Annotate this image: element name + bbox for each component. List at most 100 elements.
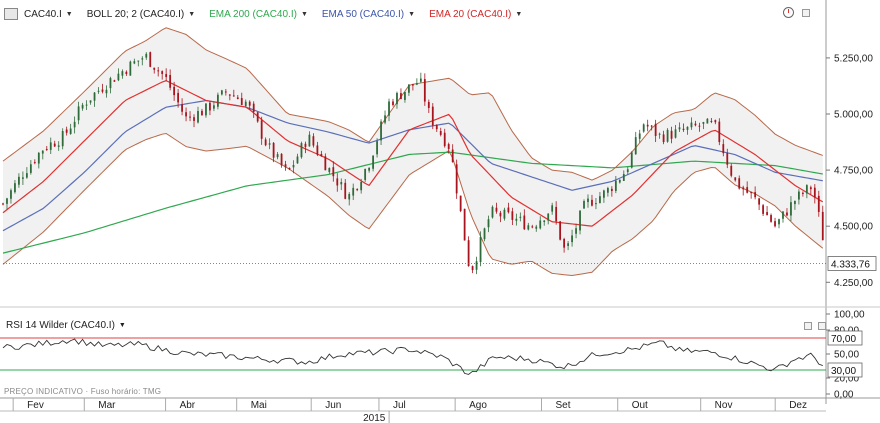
candle-body [380,121,382,141]
candle-body [718,121,721,143]
month-label: Jul [393,400,406,411]
candle-body [642,124,645,132]
candle-body [774,221,776,227]
candle-body [734,177,737,181]
candle-body [670,130,673,139]
candle-body [750,191,753,194]
rsi-legend[interactable]: RSI 14 Wilder (CAC40.I) ▼ [0,320,126,331]
candle-body [698,125,701,127]
candle-body [614,180,617,191]
candle-body [427,101,430,109]
candle-body [563,238,566,248]
candle-body [332,167,335,177]
maximize-icon[interactable] [802,8,810,17]
candle-body [499,212,502,217]
candle-body [193,117,195,121]
chevron-down-icon: ▼ [515,10,523,18]
clock-icon[interactable] [783,7,794,18]
candle-body [109,78,112,89]
candle-body [730,165,733,176]
legend-ema50-label: EMA 50 (CAC40.I) [321,8,405,20]
candle-body [539,220,542,229]
candle-body [451,149,454,163]
candle-body [479,236,482,263]
candle-body [706,118,709,124]
candle-body [280,153,283,166]
candle-body [575,228,577,234]
rsi-level-box [827,330,863,346]
candle-body [622,174,625,181]
candle-body [507,207,510,213]
symbol-settings-icon[interactable] [4,8,18,20]
month-label: Fev [27,400,44,411]
candle-body [308,134,311,147]
last-price-label: 4.333,76 [831,259,870,270]
candle-body [368,167,371,171]
candle-body [85,104,88,106]
candle-body [606,188,609,193]
candle-body [224,91,227,93]
candle-body [396,92,398,105]
candle-body [121,71,124,76]
candle-body [14,183,16,193]
candle-body [18,176,20,185]
candle-body [169,74,172,88]
candle-body [276,154,279,158]
candle-body [157,70,160,72]
candle-body [125,71,128,75]
candle-body [415,83,418,85]
candle-body [678,127,681,130]
close-icon[interactable] [818,322,826,330]
candle-body [626,169,629,173]
candle-body [197,111,199,123]
legend-symbol[interactable]: CAC40.I ▼ [24,9,73,20]
month-label: Abr [180,400,196,411]
candle-body [805,185,808,194]
candle-body [161,71,164,74]
candle-body [61,131,64,147]
candle-body [758,198,761,205]
candle-body [41,150,44,154]
candle-body [260,120,263,139]
month-label: Nov [715,400,733,411]
price-tick-label: 5.250,00 [834,53,873,64]
candle-body [658,133,661,135]
candle-body [587,198,589,203]
legend-ema200[interactable]: EMA 200 (CAC40.I) ▼ [209,9,308,20]
candle-body [57,145,60,147]
candle-body [674,129,677,138]
candle-body [646,124,649,127]
candle-body [491,206,494,218]
candle-body [694,123,697,126]
candle-body [455,164,458,194]
candle-body [809,187,812,190]
candle-body [435,124,438,130]
rsi-corner-controls [804,322,826,330]
candle-body [519,216,522,218]
chevron-down-icon: ▼ [300,10,308,18]
candle-body [404,91,406,100]
legend-ema50[interactable]: EMA 50 (CAC40.I) ▼ [322,9,415,20]
candle-body [742,187,745,190]
candle-body [535,226,538,229]
rsi-tick-label: 50,00 [834,350,859,361]
maximize-icon[interactable] [804,322,812,330]
candle-body [746,187,749,193]
candle-body [320,153,323,157]
legend-ema20-label: EMA 20 (CAC40.I) [429,8,512,20]
candle-body [216,94,219,107]
rsi-tick-label: 20,00 [834,374,859,385]
candle-body [543,220,546,223]
legend-boll[interactable]: BOLL 20; 2 (CAC40.I) ▼ [87,9,195,20]
ema50-line [2,99,823,232]
candle-body [256,112,259,122]
candle-body [766,212,768,216]
candle-body [654,123,657,136]
candle-body [300,143,303,158]
legend-ema20[interactable]: EMA 20 (CAC40.I) ▼ [429,9,522,20]
candle-body [813,187,816,198]
candle-body [467,240,470,267]
candle-body [49,142,52,150]
legend-ema200-label: EMA 200 (CAC40.I) [209,8,297,20]
